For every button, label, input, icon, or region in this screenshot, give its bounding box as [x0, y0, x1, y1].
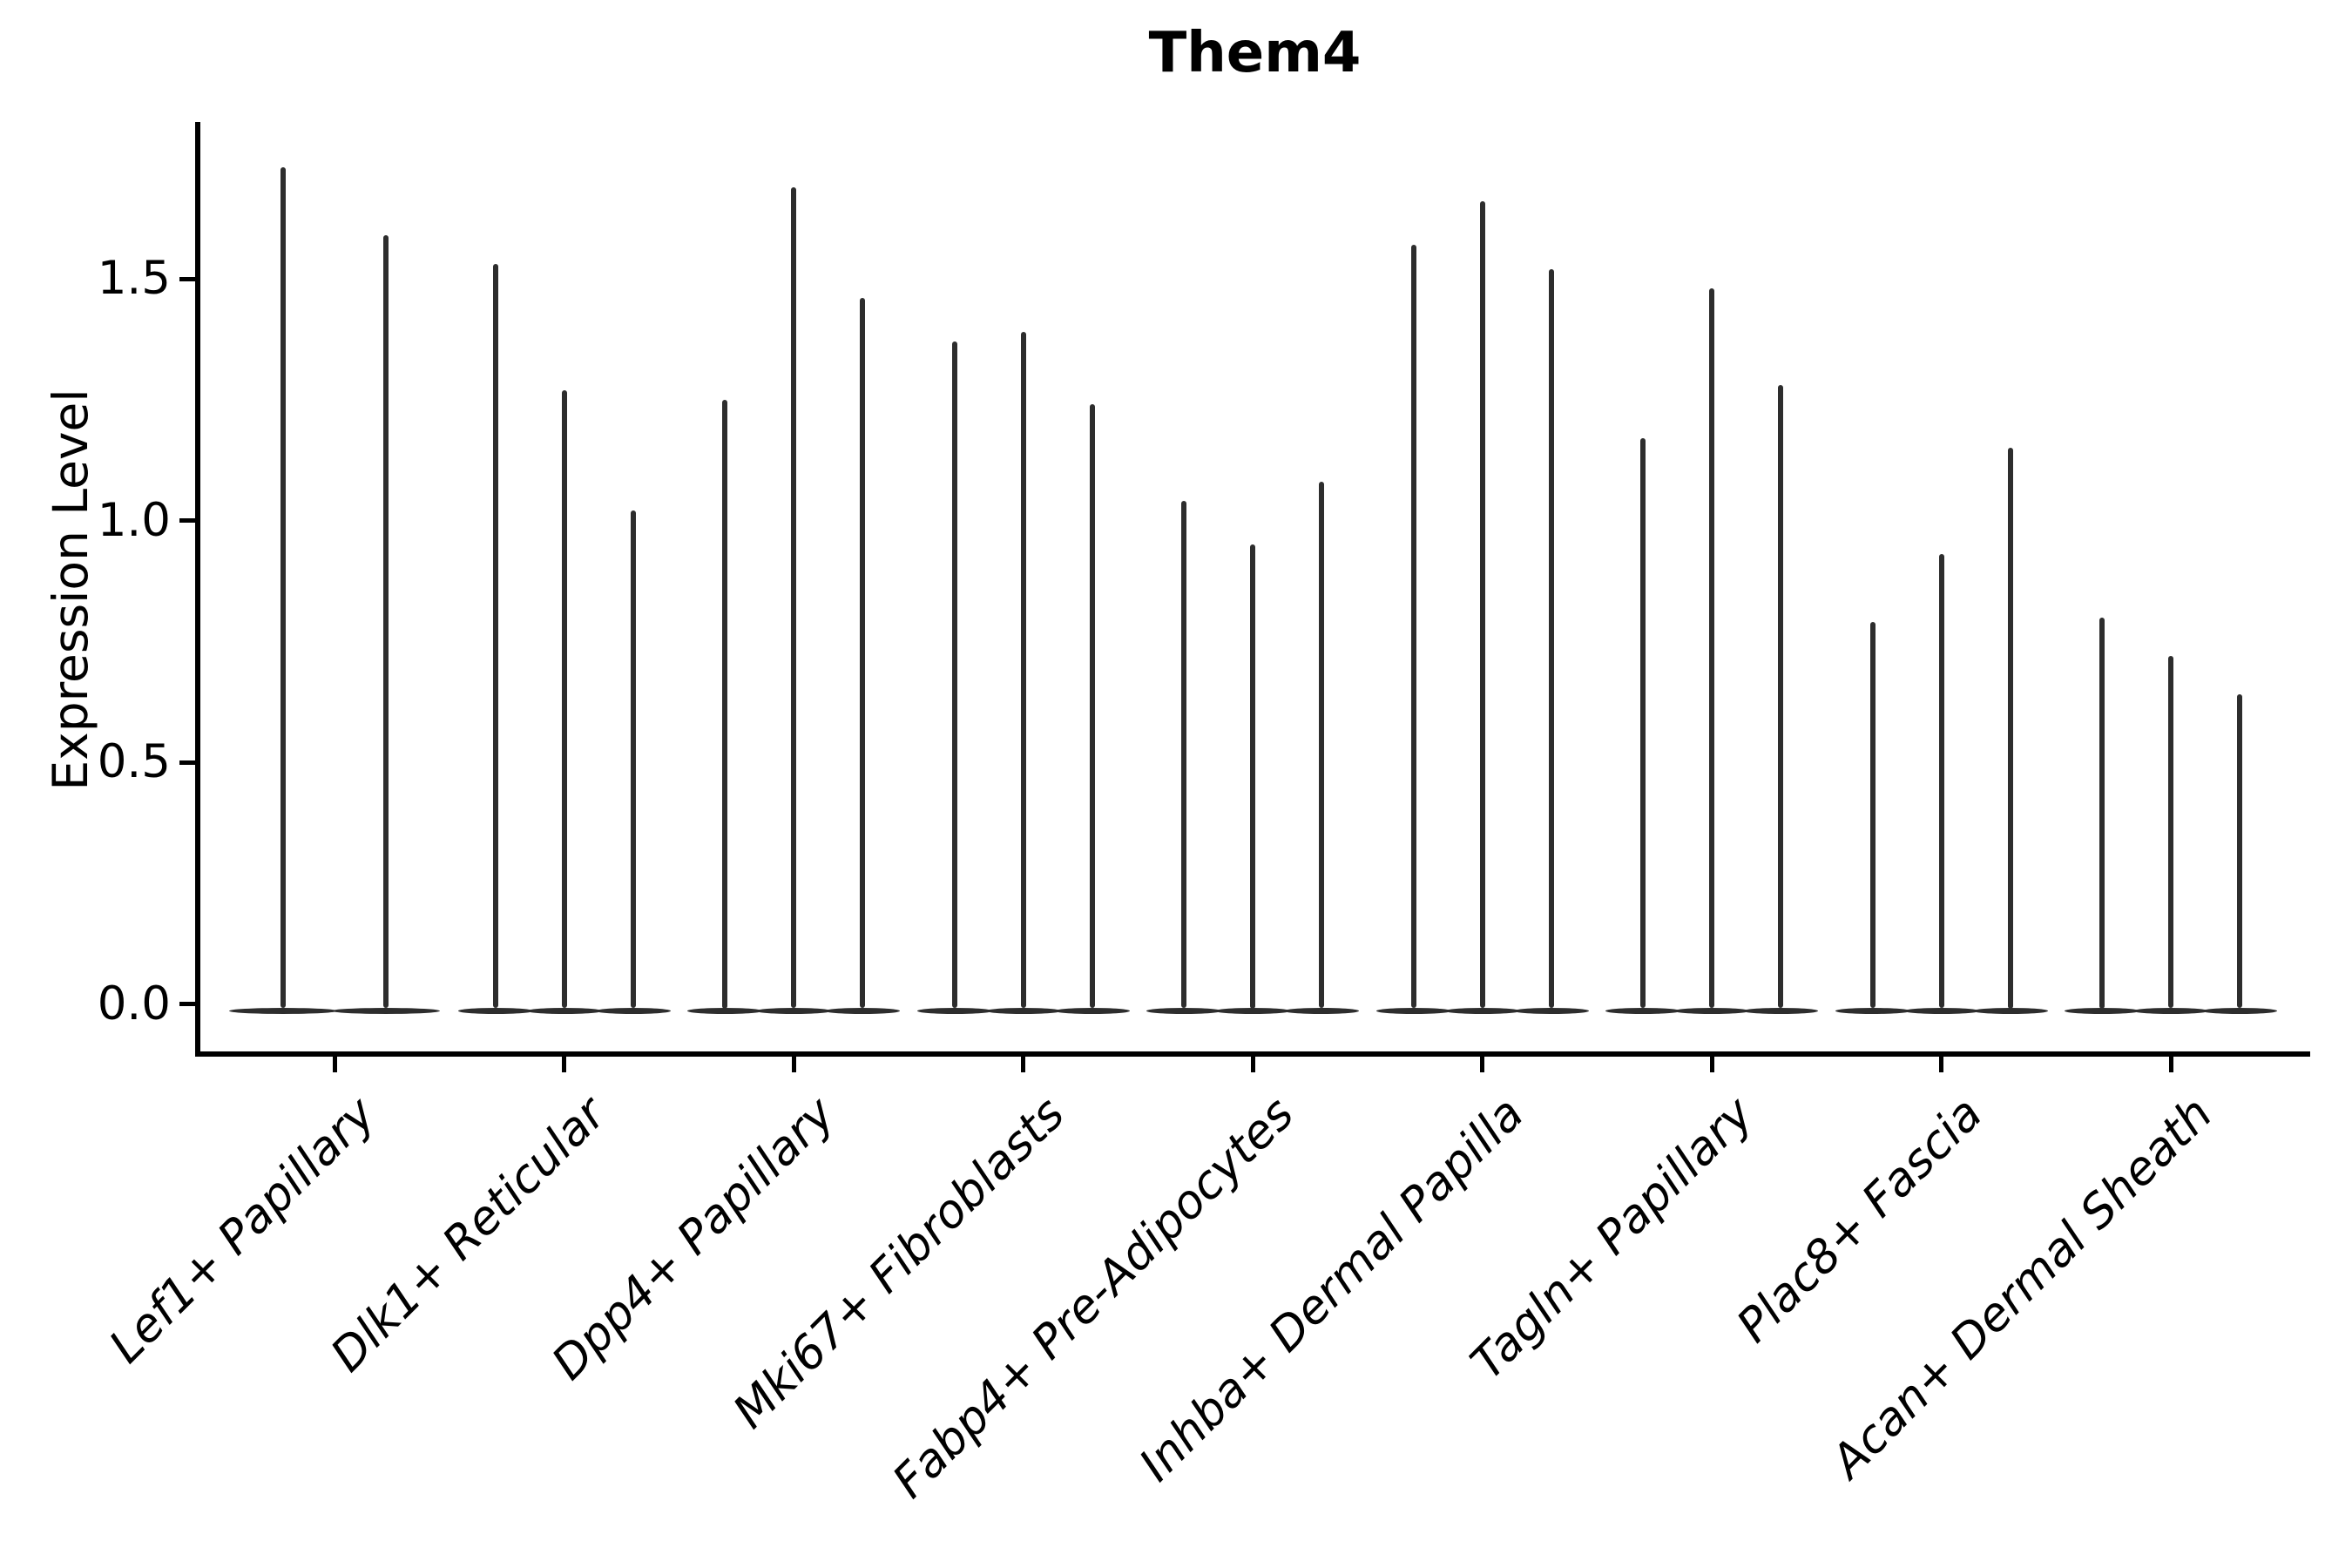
violin-base: [985, 1007, 1061, 1014]
violin: [561, 389, 567, 1009]
violin-base: [457, 1007, 533, 1014]
violin-base: [1215, 1007, 1290, 1014]
violin-base: [1743, 1007, 1818, 1014]
violin-base: [229, 1007, 337, 1014]
x-tick: [791, 1057, 796, 1072]
violin: [1020, 332, 1026, 1009]
violin: [1869, 622, 1876, 1009]
violin-base: [595, 1007, 671, 1014]
x-tick: [562, 1057, 566, 1072]
y-tick-label: 1.0: [97, 493, 171, 547]
violin: [2007, 448, 2013, 1009]
violin: [860, 298, 865, 1009]
violin-base: [1146, 1007, 1221, 1014]
violin: [1709, 288, 1714, 1009]
violin-base: [1972, 1007, 2048, 1014]
x-tick-label: Plac8+ Fascia: [1727, 1087, 1993, 1353]
x-axis-line: [195, 1051, 2310, 1057]
x-tick: [1250, 1057, 1255, 1072]
violin-base: [916, 1007, 992, 1014]
chart-title: Them4: [1148, 21, 1362, 85]
x-tick: [1021, 1057, 1025, 1072]
violin: [1548, 268, 1554, 1009]
violin: [2168, 655, 2173, 1009]
violin: [1778, 385, 1783, 1009]
violin-base: [1835, 1007, 1910, 1014]
violin-base: [1605, 1007, 1680, 1014]
violin-base: [1903, 1007, 1979, 1014]
y-tick: [179, 276, 195, 281]
violin-base: [1444, 1007, 1520, 1014]
violin: [280, 167, 286, 1009]
violin: [1479, 201, 1485, 1009]
y-tick: [179, 1002, 195, 1006]
violin-base: [687, 1007, 762, 1014]
x-tick: [332, 1057, 337, 1072]
x-tick: [2168, 1057, 2173, 1072]
y-tick: [179, 760, 195, 765]
y-axis-label: Expression Level: [43, 389, 98, 791]
x-tick: [1939, 1057, 1943, 1072]
violin: [630, 510, 636, 1009]
y-tick-label: 0.5: [97, 735, 171, 788]
violin-base: [2133, 1007, 2208, 1014]
violin-base: [1054, 1007, 1130, 1014]
x-tick-label: Inhba+ Dermal Papilla: [1129, 1087, 1534, 1492]
violin: [1640, 438, 1646, 1009]
y-tick-label: 0.0: [97, 977, 171, 1031]
violin: [1089, 404, 1095, 1009]
violin-base: [1375, 1007, 1451, 1014]
x-tick: [1709, 1057, 1714, 1072]
x-tick: [1480, 1057, 1484, 1072]
violin-base: [1284, 1007, 1359, 1014]
violin: [722, 399, 727, 1009]
violin-base: [1513, 1007, 1589, 1014]
x-tick-label: Fabp4+ Pre-Adipocytes: [882, 1087, 1305, 1509]
y-tick: [179, 518, 195, 523]
violin: [383, 235, 389, 1009]
violin: [951, 341, 957, 1009]
violin: [791, 186, 796, 1009]
violin-base: [332, 1007, 440, 1014]
violin-base: [756, 1007, 831, 1014]
violin-base: [825, 1007, 900, 1014]
violin: [1181, 501, 1186, 1009]
violin-base: [1674, 1007, 1749, 1014]
violin: [1938, 554, 1944, 1009]
y-axis-line: [195, 122, 200, 1057]
violin-base: [2065, 1007, 2139, 1014]
y-tick-label: 1.5: [97, 252, 171, 305]
violin: [1410, 245, 1416, 1009]
violin: [2099, 617, 2105, 1009]
violin: [1319, 482, 1324, 1009]
violin: [492, 264, 498, 1009]
violin-base: [2202, 1007, 2277, 1014]
violin-base: [526, 1007, 602, 1014]
x-tick-label: Acan+ Dermal Sheath: [1821, 1087, 2223, 1489]
violin: [1250, 544, 1255, 1009]
violin: [2237, 694, 2242, 1009]
